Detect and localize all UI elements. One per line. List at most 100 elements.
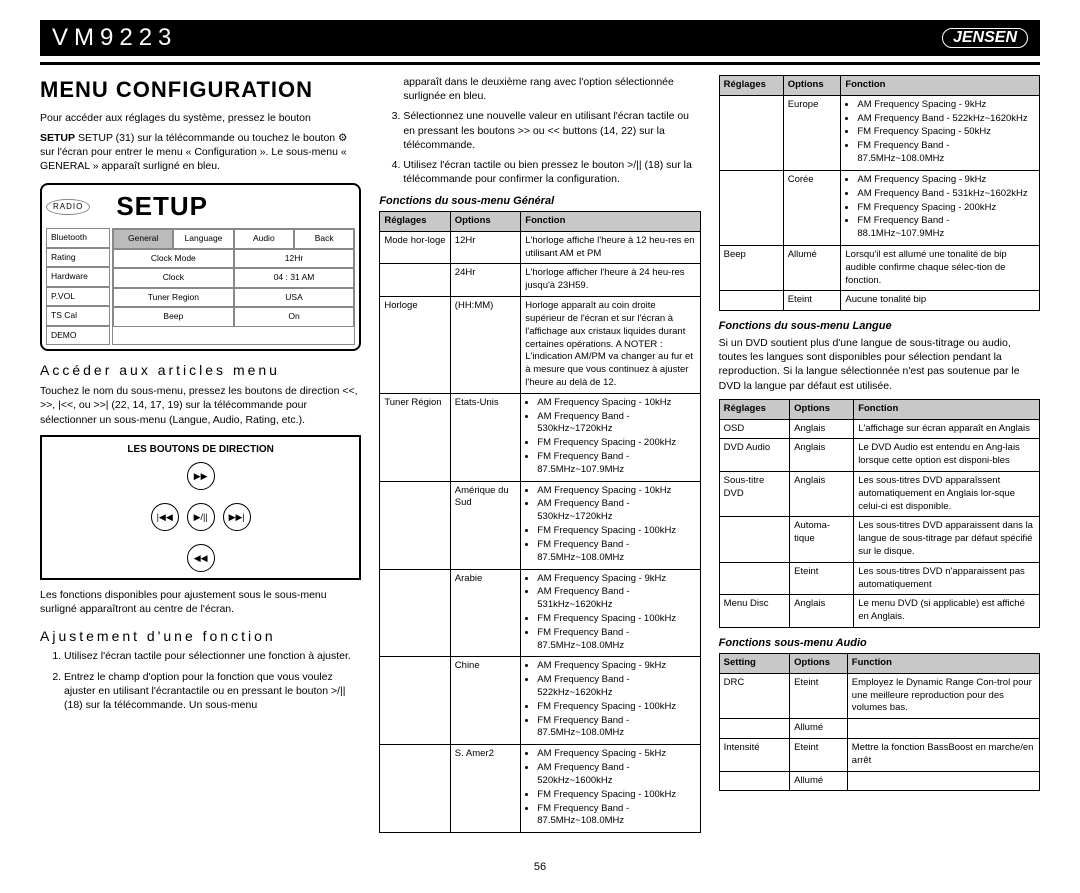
list-item: AM Frequency Band - 522kHz~1620kHz: [857, 113, 1035, 126]
th: Fonction: [854, 399, 1040, 419]
th: Function: [847, 653, 1039, 673]
list-item: AM Frequency Band - 531kHz~1620kHz: [537, 586, 695, 612]
cell-options: 24Hr: [450, 264, 520, 297]
list-item: AM Frequency Band - 530kHz~1720kHz: [537, 498, 695, 524]
list-item: FM Frequency Spacing - 100kHz: [537, 525, 695, 538]
cell-reglages: [380, 264, 450, 297]
cell-reglages: [380, 569, 450, 657]
list-item: AM Frequency Spacing - 9kHz: [537, 660, 695, 673]
cell-reglages: Intensité: [719, 739, 789, 772]
th: Réglages: [380, 212, 450, 232]
list-item: FM Frequency Band - 87.5MHz~108.0MHz: [537, 627, 695, 653]
th: Fonction: [841, 76, 1040, 96]
list-item: FM Frequency Spacing - 100kHz: [537, 613, 695, 626]
list-item: FM Frequency Spacing - 100kHz: [537, 701, 695, 714]
cell-reglages: [719, 170, 783, 245]
setup-sidebar: Bluetooth Rating Hardware P.VOL TS Cal D…: [46, 228, 110, 345]
cell-fonction: AM Frequency Spacing - 10kHzAM Frequency…: [521, 481, 700, 569]
setup-rows: Clock Mode12Hr Clock04 : 31 AM Tuner Reg…: [113, 249, 354, 327]
cell-fonction: AM Frequency Spacing - 9kHzAM Frequency …: [841, 170, 1040, 245]
list-item: AM Frequency Spacing - 5kHz: [537, 748, 695, 761]
cell-fonction: Les sous-titres DVD apparaîssent automat…: [854, 471, 1040, 516]
cell-options: Allumé: [783, 245, 841, 290]
setup-para: SETUP SETUP (31) sur la télécommande ou …: [40, 131, 361, 174]
dir-up-icon: ▶▶: [187, 462, 215, 490]
cell-reglages: Menu Disc: [719, 595, 789, 628]
th: Options: [783, 76, 841, 96]
cell-fonction: L'horloge affiche l'heure à 12 heu-res e…: [521, 231, 700, 264]
radio-icon: RADIO: [46, 199, 90, 216]
cell-fonction: [847, 719, 1039, 739]
th: Options: [790, 653, 848, 673]
side-item: P.VOL: [46, 287, 110, 306]
setup-title: SETUP: [116, 189, 208, 224]
side-item: Rating: [46, 248, 110, 267]
cell: Beep: [113, 307, 234, 326]
side-item: Hardware: [46, 267, 110, 286]
cell: USA: [234, 288, 355, 307]
direction-buttons-box: LES BOUTONS DE DIRECTION ▶▶ |◀◀ ▶/|| ▶▶|…: [40, 435, 361, 581]
list-item: Sélectionnez une nouvelle valeur en util…: [403, 109, 700, 152]
table-row: Horloge(HH:MM)Horloge apparaît au coin d…: [380, 297, 700, 394]
table-general: Réglages Options Fonction Mode hor-loge1…: [379, 211, 700, 833]
dir-title: LES BOUTONS DE DIRECTION: [48, 443, 353, 457]
list-item: FM Frequency Spacing - 100kHz: [537, 789, 695, 802]
list-item: AM Frequency Spacing - 10kHz: [537, 397, 695, 410]
cell-fonction: Le menu DVD (si applicable) est affiché …: [854, 595, 1040, 628]
list-item: FM Frequency Band - 87.5MHz~107.9MHz: [537, 451, 695, 477]
tab: Audio: [234, 229, 294, 248]
setup-tabs: General Language Audio Back: [113, 229, 354, 248]
cell: On: [234, 307, 355, 326]
list-item: Entrez le champ d'option pour la fonctio…: [64, 670, 361, 713]
cell-reglages: [719, 517, 789, 562]
para-funcs: Les fonctions disponibles pour ajustemen…: [40, 588, 361, 616]
cell: 12Hr: [234, 249, 355, 268]
dir-right-icon: ▶▶|: [223, 503, 251, 531]
cell-fonction: L'horloge afficher l'heure à 24 heu-res …: [521, 264, 700, 297]
adjust-list: Utilisez l'écran tactile pour sélectionn…: [40, 649, 361, 712]
cell-options: Automa-tique: [790, 517, 854, 562]
list-item: AM Frequency Spacing - 9kHz: [857, 174, 1035, 187]
list-item: AM Frequency Spacing - 9kHz: [537, 573, 695, 586]
table-row: Menu DiscAnglaisLe menu DVD (si applicab…: [719, 595, 1039, 628]
setup-para-text: SETUP (31) sur la télécommande ou touche…: [40, 132, 347, 172]
list-item: AM Frequency Spacing - 9kHz: [857, 99, 1035, 112]
cell-options: Eteint: [783, 291, 841, 311]
cell-fonction: AM Frequency Spacing - 9kHzAM Frequency …: [521, 569, 700, 657]
table-row: Allumé: [719, 719, 1039, 739]
table-row: EteintLes sous-titres DVD n'apparaissent…: [719, 562, 1039, 595]
cell-fonction: Aucune tonalité bip: [841, 291, 1040, 311]
cell-options: Arabie: [450, 569, 520, 657]
cell-reglages: DVD Audio: [719, 439, 789, 472]
th: Options: [790, 399, 854, 419]
cell-options: Anglais: [790, 471, 854, 516]
page-title: MENU CONFIGURATION: [40, 75, 361, 105]
cell-options: Amérique du Sud: [450, 481, 520, 569]
table-row: EuropeAM Frequency Spacing - 9kHzAM Freq…: [719, 95, 1039, 170]
cell-options: Etats-Unis: [450, 393, 520, 481]
cell-reglages: OSD: [719, 419, 789, 439]
cell-reglages: Horloge: [380, 297, 450, 394]
table-row: BeepAlluméLorsqu'il est allumé une tonal…: [719, 245, 1039, 290]
cell-fonction: L'affichage sur écran apparaît en Anglai…: [854, 419, 1040, 439]
list-item: FM Frequency Band - 87.5MHz~108.0MHz: [857, 140, 1035, 166]
cell-options: 12Hr: [450, 231, 520, 264]
th: Fonction: [521, 212, 700, 232]
header-bar: VM9223 JENSEN: [40, 20, 1040, 56]
cell-fonction: AM Frequency Spacing - 9kHzAM Frequency …: [521, 657, 700, 745]
table-row: Mode hor-loge12HrL'horloge affiche l'heu…: [380, 231, 700, 264]
cell-fonction: Mettre la fonction BassBoost en marche/e…: [847, 739, 1039, 772]
cell-fonction: [847, 771, 1039, 791]
list-item: FM Frequency Band - 87.5MHz~108.0MHz: [537, 715, 695, 741]
table-row: DRCEteintEmployez le Dynamic Range Con-t…: [719, 673, 1039, 718]
cell-fonction: AM Frequency Spacing - 5kHzAM Frequency …: [521, 745, 700, 833]
table-row: EteintAucune tonalité bip: [719, 291, 1039, 311]
cell-options: Corée: [783, 170, 841, 245]
cell-options: Allumé: [790, 771, 848, 791]
cell-reglages: Sous-titre DVD: [719, 471, 789, 516]
table-row: 24HrL'horloge afficher l'heure à 24 heu-…: [380, 264, 700, 297]
cell-options: Anglais: [790, 419, 854, 439]
table-row: CoréeAM Frequency Spacing - 9kHzAM Frequ…: [719, 170, 1039, 245]
table-row: OSDAnglaisL'affichage sur écran apparaît…: [719, 419, 1039, 439]
sub-lang: Fonctions du sous-menu Langue: [719, 319, 1040, 334]
